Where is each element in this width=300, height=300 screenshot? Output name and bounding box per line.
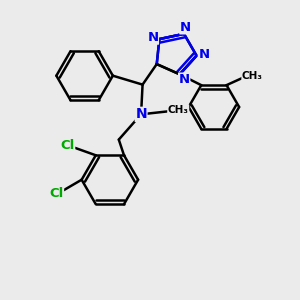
Text: N: N [135,107,147,121]
Text: Cl: Cl [60,139,75,152]
Text: N: N [198,48,209,61]
Text: CH₃: CH₃ [242,71,263,81]
Text: N: N [147,31,158,44]
Text: N: N [178,73,190,86]
Text: CH₃: CH₃ [168,105,189,115]
Text: Cl: Cl [49,187,64,200]
Text: N: N [180,21,191,34]
